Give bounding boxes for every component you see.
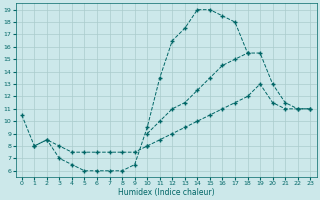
X-axis label: Humidex (Indice chaleur): Humidex (Indice chaleur) [118, 188, 214, 197]
